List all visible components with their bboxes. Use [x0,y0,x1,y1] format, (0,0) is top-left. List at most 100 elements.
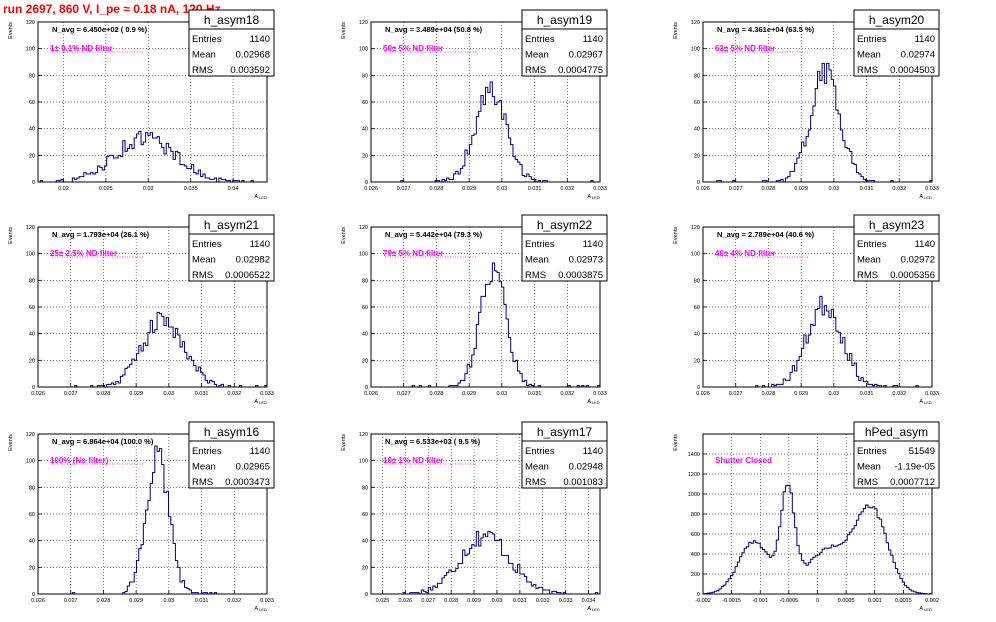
x-axis-title: A [254,399,258,405]
y-tick-label: 60 [29,305,35,311]
stats-entries-label: Entries [192,446,222,457]
y-tick-label: 20 [694,153,700,159]
x-axis-title: A [919,194,923,200]
filter-annotation: 10± 1% ND filter [383,456,443,465]
stats-rms-value: 0.003592 [230,65,270,76]
stats-entries-label: Entries [525,239,555,250]
stats-entries-value: 1140 [915,34,935,45]
x-axis-title: A [254,194,258,200]
x-axis-title-subscript: LED [592,400,600,405]
x-tick-label: 0.034 [582,598,596,604]
histogram-pad-h_asym19: 0.026 0.027 0.028 0.029 0.03 0.031 0.032 0.033 0… [341,9,608,200]
histogram-name: h_asym19 [537,13,593,27]
y-tick-label: 0 [365,592,368,598]
histogram-bars-h_asym22 [371,262,601,388]
y-tick-label: 40 [29,539,35,545]
x-tick-label: -0.0005 [780,598,799,604]
x-tick-label: 0.026 [696,391,710,397]
y-tick-label: 20 [694,358,700,364]
x-tick-label: 0.03 [163,598,174,604]
x-tick-label: 0.03 [143,186,154,192]
y-tick-label: 0 [32,180,35,186]
stats-rms-label: RMS [525,477,546,488]
stats-mean-label: Mean [192,255,216,266]
histogram-pad-h_asym23: 0.026 0.027 0.028 0.029 0.03 0.031 0.032 0.033 0… [673,214,940,405]
y-tick-label: 100 [26,252,35,258]
y-tick-label: 120 [26,432,35,438]
x-tick-label: 0.033 [925,391,939,397]
x-tick-label: 0.032 [560,391,574,397]
histogram-bars-h_asym19 [371,81,600,183]
stats-entries-value: 51549 [909,446,935,457]
y-tick-label: 0 [32,385,35,391]
x-tick-label: 0.027 [421,598,435,604]
y-tick-label: 100 [691,47,700,53]
y-tick-label: 0 [697,592,700,598]
x-axis-title: A [587,399,591,405]
x-tick-label: 0.027 [64,598,78,604]
y-tick-label: 40 [694,332,700,338]
y-tick-label: 60 [362,100,368,106]
filter-annotation: 25± 2.5% ND filter [50,249,117,258]
stats-entries-label: Entries [857,446,887,457]
x-tick-label: 0.033 [593,391,607,397]
stats-mean-value: -1.19e-05 [894,462,935,473]
stats-rms-value: 0.0005356 [890,270,935,281]
histogram-bars-h_asym21 [38,311,268,388]
y-tick-label: 20 [29,358,35,364]
x-tick-label: 0.03 [163,391,174,397]
histogram-name: h_asym20 [869,13,925,27]
y-tick-label: 800 [691,512,700,518]
x-tick-label: 0.001 [868,598,882,604]
x-tick-label: 0.031 [860,391,874,397]
y-tick-label: 100 [359,47,368,53]
x-tick-label: 0.029 [462,186,476,192]
y-tick-label: 20 [29,153,35,159]
stats-box [521,28,608,77]
y-tick-label: 60 [29,512,35,518]
y-tick-label: 120 [359,20,368,26]
stats-entries-label: Entries [857,239,887,250]
x-axis-title-subscript: LED [592,607,600,612]
x-tick-label: 0.032 [227,598,241,604]
stats-entries-value: 1140 [250,446,270,457]
x-axis-title: A [919,399,923,405]
histogram-name: h_asym23 [869,218,925,232]
x-tick-label: 0.02 [58,186,69,192]
x-tick-label: 0.028 [97,391,111,397]
y-tick-label: 80 [29,485,35,491]
y-tick-label: 1000 [688,492,700,498]
stats-mean-value: 0.02982 [236,255,270,266]
navg-label: N_avg = 1.793e+04 (26.1 %) [52,230,150,239]
y-tick-label: 1200 [688,472,700,478]
x-tick-label: -0.001 [752,598,768,604]
y-axis-title: Events [341,434,347,451]
stats-rms-label: RMS [857,477,878,488]
y-tick-label: 80 [694,278,700,284]
navg-label: N_avg = 2.789e+04 (40.6 %) [717,230,815,239]
x-axis-title-subscript: LED [592,195,600,200]
x-tick-label: 0.028 [97,598,111,604]
y-tick-label: 20 [362,565,368,571]
y-tick-label: 80 [694,73,700,79]
x-tick-label: 0.03 [492,598,503,604]
x-tick-label: 0.028 [430,186,444,192]
stats-mean-label: Mean [192,50,216,61]
y-tick-label: 0 [365,385,368,391]
x-tick-label: 0.03 [828,391,839,397]
stats-box [853,233,940,282]
x-tick-label: 0.025 [99,186,113,192]
y-tick-label: 20 [362,153,368,159]
x-axis-title: A [587,194,591,200]
x-tick-label: 0.027 [397,186,411,192]
stats-rms-label: RMS [857,65,878,76]
stats-mean-label: Mean [857,255,881,266]
y-tick-label: 0 [365,180,368,186]
x-tick-label: 0.033 [559,598,573,604]
stats-mean-label: Mean [525,50,549,61]
x-axis-title: A [919,606,923,612]
stats-box [188,28,275,77]
x-tick-label: 0.031 [195,598,209,604]
y-tick-label: 20 [29,565,35,571]
x-tick-label: 0.03 [828,186,839,192]
